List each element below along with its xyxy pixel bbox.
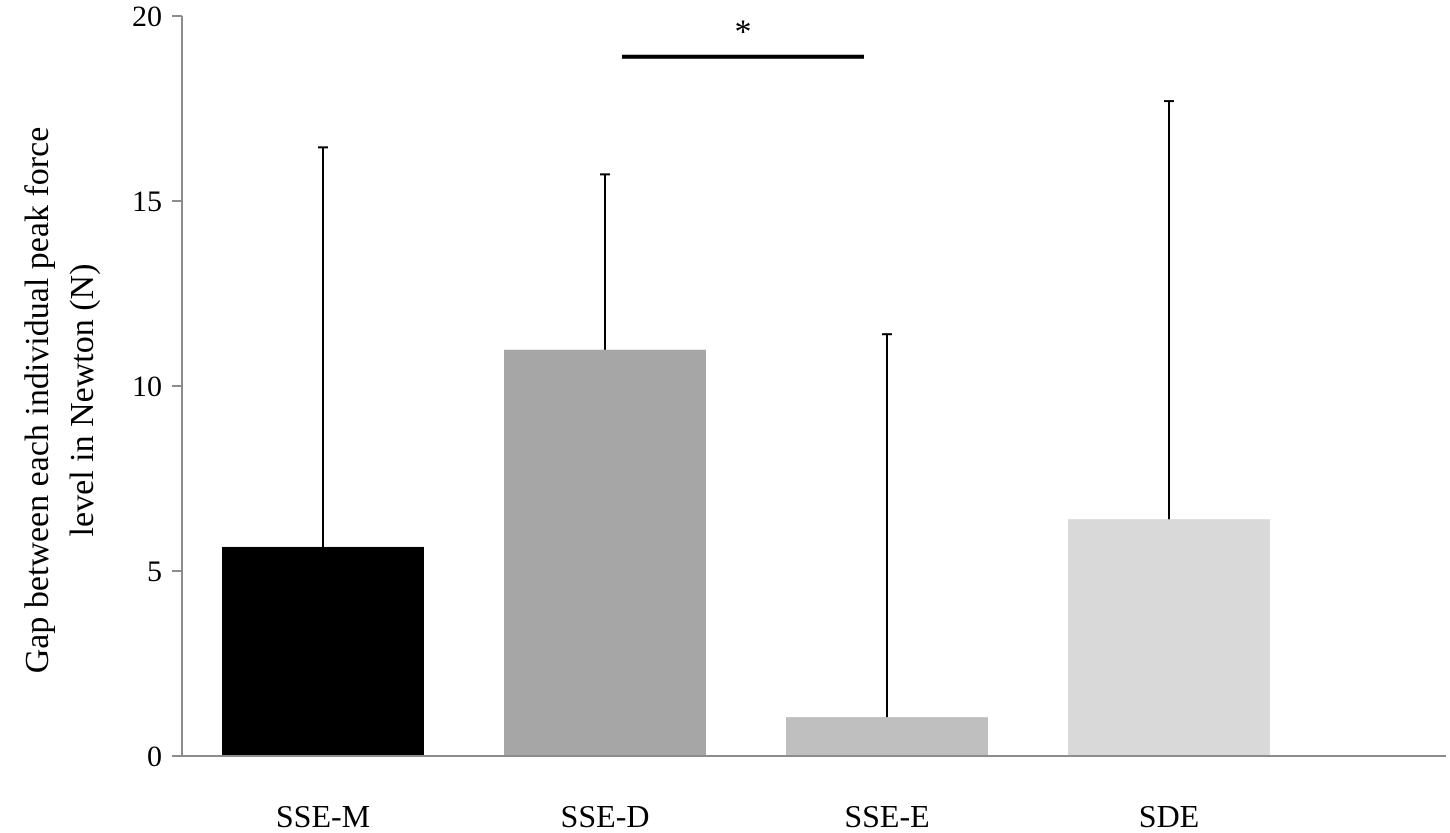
y-tick-label: 15: [132, 185, 162, 218]
y-axis-label: Gap between each individual peak force l…: [19, 127, 101, 674]
bar-sse-d: [504, 349, 706, 756]
y-tick-label: 20: [132, 0, 162, 33]
y-tick-label: 5: [147, 555, 162, 588]
y-axis-ticks: 0 5 10 15 20: [132, 0, 182, 773]
x-tick-label: SDE: [1139, 798, 1199, 833]
y-tick-label: 10: [132, 370, 162, 403]
bar-sse-e: [786, 717, 988, 756]
y-axis-label-line-1: Gap between each individual peak force: [19, 127, 56, 674]
error-bars: [318, 100, 1174, 718]
x-tick-label: SSE-M: [276, 798, 370, 833]
y-tick-label: 0: [147, 740, 162, 773]
axes: [181, 16, 1446, 757]
x-tick-label: SSE-D: [561, 798, 650, 833]
bar-sse-m: [222, 546, 424, 756]
bars: [222, 349, 1270, 756]
bar-sde: [1068, 519, 1270, 756]
x-tick-label: SSE-E: [844, 798, 929, 833]
x-axis-categories: SSE-M SSE-D SSE-E SDE: [276, 798, 1199, 833]
significance-annotation: *: [622, 14, 864, 59]
y-axis-label-line-2: level in Newton (N): [64, 264, 101, 537]
significance-marker: *: [735, 14, 752, 51]
